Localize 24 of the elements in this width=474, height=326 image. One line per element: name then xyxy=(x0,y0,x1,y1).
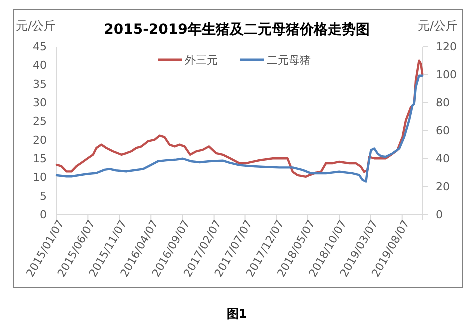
y-tick-label: 20 xyxy=(33,134,47,147)
caption: 图1 xyxy=(226,307,248,321)
y2-axis-title: 元/公斤 xyxy=(418,19,458,33)
line-series xyxy=(56,74,424,183)
y-tick-label: 25 xyxy=(33,115,47,128)
y2-tick-label: 60 xyxy=(436,124,450,138)
legend-label: 二元母猪 xyxy=(267,54,311,67)
y-tick-label: 30 xyxy=(33,96,47,110)
y-tick-label: 5 xyxy=(40,190,47,203)
y2-tick-label: 0 xyxy=(436,208,443,222)
y-tick-label: 15 xyxy=(33,152,47,166)
y-tick-label: 0 xyxy=(40,208,47,222)
legend-label: 外三元 xyxy=(185,54,218,67)
y2-tick-label: 40 xyxy=(436,152,450,166)
y2-tick-label: 120 xyxy=(436,40,457,54)
chart-title: 2015-2019年生猪及二元母猪价格走势图 xyxy=(104,22,370,38)
y-tick-label: 35 xyxy=(33,78,47,91)
y2-tick-label: 20 xyxy=(436,180,450,194)
y-axis-title: 元/公斤 xyxy=(16,19,56,33)
y-tick-label: 10 xyxy=(33,171,47,184)
y2-tick-label: 100 xyxy=(436,68,457,82)
y-tick-label: 45 xyxy=(33,40,47,54)
y-tick-label: 40 xyxy=(33,59,47,72)
y2-tick-label: 80 xyxy=(436,96,450,110)
